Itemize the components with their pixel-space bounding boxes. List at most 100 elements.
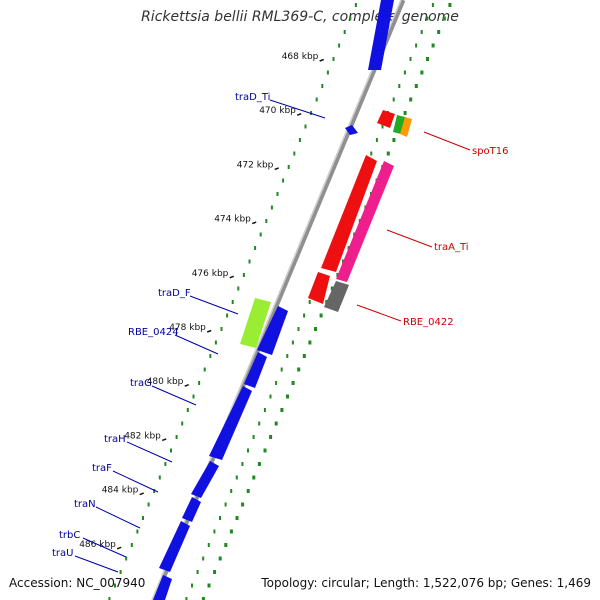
cds-feature-rbe-0422[interactable] [324, 281, 349, 312]
label-tra-f: traF [92, 463, 112, 474]
gc-dot-outer [431, 43, 435, 48]
tick-mark [251, 221, 257, 225]
tick-mark [319, 58, 324, 62]
gc-dot-outer-2 [286, 354, 289, 358]
cds-feature[interactable] [159, 521, 190, 572]
cds-feature[interactable] [368, 0, 394, 70]
gc-dot-outer-2 [415, 43, 418, 48]
gc-dot-outer-2 [291, 340, 294, 345]
gc-dot-inner [259, 232, 262, 237]
gc-dot-outer-2 [224, 502, 227, 507]
gc-dot-inner [287, 165, 290, 169]
gc-dot-outer [308, 340, 312, 345]
gc-dot-outer [286, 394, 289, 399]
gc-dot-inner [170, 448, 172, 453]
gc-dot-inner [119, 570, 122, 574]
gc-dot-outer [274, 421, 278, 426]
gc-dot-outer-2 [426, 16, 429, 21]
gc-dot-outer [257, 462, 261, 466]
gc-dot-outer [224, 543, 228, 547]
gc-dot-outer [319, 313, 323, 318]
label-tra-d-f: traD_F [158, 288, 191, 299]
tick-label: 474 kbp [214, 215, 251, 225]
forward-strand-features [153, 0, 394, 600]
gc-dot-outer-2 [308, 300, 311, 304]
label-tra-d-ti: traD_Ti [235, 92, 270, 103]
gc-dot-inner [226, 313, 229, 318]
gc-dot-outer-2 [375, 138, 378, 142]
gc-dot-outer-2 [219, 516, 221, 520]
gc-dot-outer [330, 286, 334, 291]
gc-dot-outer-2 [431, 3, 434, 7]
gc-dot-outer [207, 583, 211, 588]
cds-feature-spot16[interactable] [400, 117, 412, 137]
gc-dot-outer-2 [258, 421, 261, 426]
tick-mark [116, 546, 122, 550]
cds-feature[interactable] [153, 575, 172, 600]
gc-dot-inner [108, 597, 111, 600]
cds-feature-red-small[interactable] [308, 272, 330, 304]
gc-dot-inner [242, 273, 245, 277]
gc-dot-inner [326, 70, 329, 75]
gc-dot-inner [186, 408, 189, 412]
leader-line [112, 470, 159, 493]
gc-dot-outer [291, 381, 295, 385]
cds-feature-red[interactable] [377, 110, 395, 128]
accession-text: Accession: NC_007940 [9, 576, 146, 590]
gc-dot-outer [235, 516, 239, 520]
gc-dot-inner [237, 286, 240, 291]
gc-dot-outer-2 [252, 435, 255, 439]
label-tra-n: traN [74, 499, 96, 510]
gc-dot-outer [252, 475, 256, 480]
gc-dot-inner [276, 192, 279, 196]
tick-mark [296, 112, 302, 116]
left-gene-labels: traD_Ti traD_F RBE_0424 traG traH traF t… [52, 92, 326, 573]
gc-dot-inner [214, 340, 217, 345]
label-spot16: spoT16 [472, 146, 509, 157]
cds-feature[interactable] [244, 352, 267, 388]
cds-feature[interactable] [257, 306, 288, 355]
gc-dot-outer-2 [207, 543, 210, 547]
leader-line [386, 229, 433, 248]
gc-dot-outer-2 [403, 70, 406, 75]
tick-mark [161, 438, 167, 442]
gc-dot-outer-2 [409, 57, 412, 61]
cds-feature-tra-a-red[interactable] [321, 155, 377, 272]
topology-summary: Topology: circular; Length: 1,522,076 bp… [261, 576, 591, 590]
gc-dot-outer [229, 529, 233, 534]
cds-feature-tra-d-f[interactable] [240, 298, 271, 348]
gc-dot-inner [338, 43, 341, 48]
gc-dot-outer [437, 30, 441, 34]
tick-label: 472 kbp [237, 160, 274, 170]
gc-dot-inner [293, 151, 296, 156]
cds-feature[interactable] [209, 386, 252, 460]
gc-dot-inner [231, 300, 234, 304]
gc-dot-outer [386, 151, 390, 156]
gc-dot-outer [201, 597, 205, 600]
right-gene-labels: spoT16 traA_Ti RBE_0422 [356, 131, 509, 328]
gc-dot-outer-2 [303, 313, 306, 318]
gc-dot-outer-2 [370, 151, 373, 156]
gc-dot-outer-2 [241, 462, 244, 466]
label-rbe-0422: RBE_0422 [403, 317, 454, 328]
gc-dot-outer [314, 327, 317, 331]
label-tra-a-ti: traA_Ti [434, 242, 469, 253]
gc-dot-outer [269, 435, 273, 439]
gc-dot-inner [130, 543, 133, 547]
tick-mark [274, 167, 279, 171]
cds-feature[interactable] [345, 125, 358, 135]
cds-feature[interactable] [182, 497, 201, 522]
leader-line [423, 131, 471, 151]
tick-mark [139, 492, 144, 496]
cds-feature-tra-a-ti[interactable] [336, 161, 394, 282]
cds-feature[interactable] [191, 461, 219, 498]
leader-line [189, 295, 239, 315]
gc-dot-outer-2 [420, 30, 423, 34]
gc-dot-inner [164, 462, 167, 466]
gc-dot-outer-2 [196, 570, 199, 574]
tick-mark [184, 383, 189, 387]
gc-dot-inner [270, 205, 273, 210]
gc-dot-outer [280, 408, 284, 412]
gc-dot-inner [181, 421, 184, 426]
gc-dot-outer-2 [202, 556, 205, 561]
